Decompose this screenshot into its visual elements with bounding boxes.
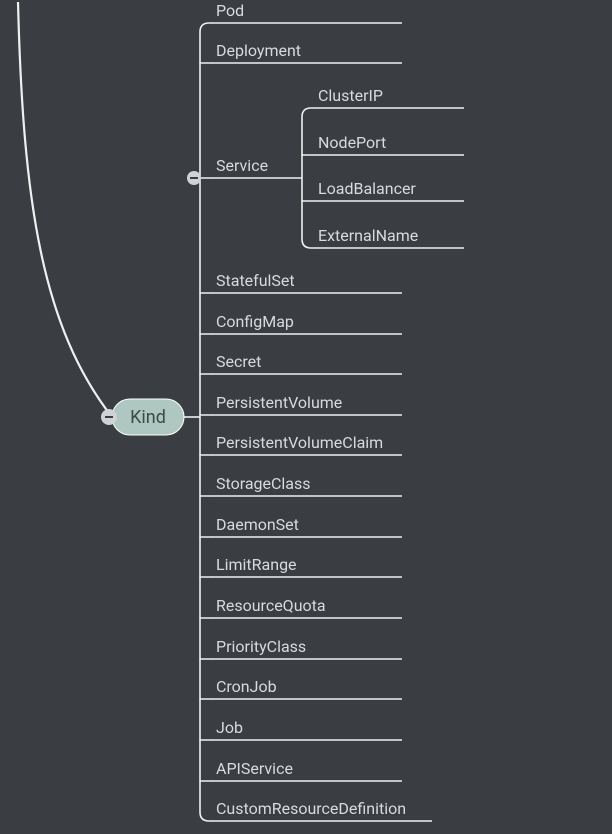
node-label[interactable]: NodePort [318,133,386,152]
bracket-spine [302,108,314,248]
node-label[interactable]: ClusterIP [318,86,383,105]
node-label[interactable]: PersistentVolume [216,393,342,412]
node-label[interactable]: PriorityClass [216,637,306,656]
parent-connector [18,2,112,417]
node-label[interactable]: StorageClass [216,474,311,493]
node-label[interactable]: PersistentVolumeClaim [216,433,383,452]
mindmap-canvas: Pod Deployment Service ClusterIP NodePort Loa… [0,0,612,834]
root-label: Kind [130,407,166,428]
node-label[interactable]: DaemonSet [216,515,299,534]
node-label[interactable]: Deployment [216,41,301,60]
node-label[interactable]: ResourceQuota [216,596,326,615]
node-label[interactable]: Job [216,718,243,737]
node-label[interactable]: ExternalName [318,226,418,245]
node-label[interactable]: APIService [216,759,293,778]
node-label[interactable]: Pod [216,1,244,20]
node-label[interactable]: Secret [216,352,261,371]
node-label[interactable]: LoadBalancer [318,179,416,198]
bracket-spine [200,23,212,821]
node-label[interactable]: StatefulSet [216,271,295,290]
node-label[interactable]: CustomResourceDefinition [216,799,406,818]
node-label[interactable]: CronJob [216,677,277,696]
node-label[interactable]: Service [216,156,268,175]
node-label[interactable]: LimitRange [216,555,297,574]
node-label[interactable]: ConfigMap [216,312,294,331]
